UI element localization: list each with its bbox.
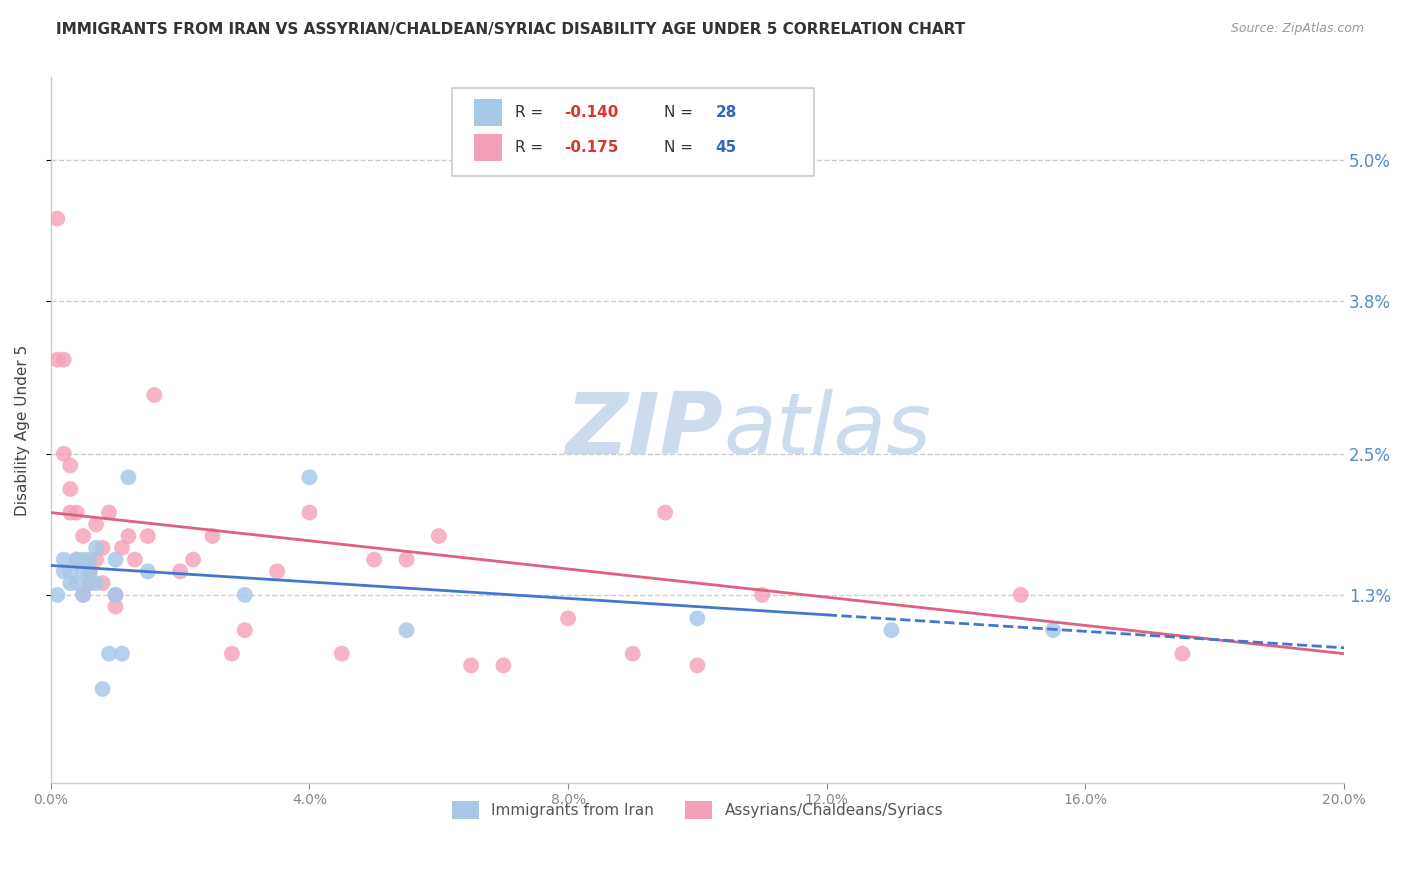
Point [59, 576, 82, 591]
Point [686, 611, 709, 625]
Point [46, 588, 69, 602]
Point [427, 529, 450, 543]
Point [117, 529, 139, 543]
Point [111, 647, 134, 661]
Text: atlas: atlas [723, 389, 931, 472]
Point [395, 552, 418, 566]
Point [52, 352, 75, 367]
Point [492, 658, 515, 673]
Text: 45: 45 [716, 140, 737, 154]
Point [72, 588, 94, 602]
Point [181, 552, 204, 566]
Point [59, 506, 82, 520]
Point [59, 482, 82, 496]
Point [880, 623, 903, 637]
Point [46, 352, 69, 367]
Point [233, 588, 256, 602]
Point [59, 565, 82, 579]
Point [91, 681, 114, 696]
Point [72, 529, 94, 543]
Point [66, 552, 89, 566]
Point [79, 552, 101, 566]
Point [654, 506, 676, 520]
FancyBboxPatch shape [474, 134, 502, 161]
Point [79, 576, 101, 591]
Point [52, 447, 75, 461]
Point [363, 552, 385, 566]
Point [221, 647, 243, 661]
Point [233, 623, 256, 637]
Point [1171, 647, 1194, 661]
Text: IMMIGRANTS FROM IRAN VS ASSYRIAN/CHALDEAN/SYRIAC DISABILITY AGE UNDER 5 CORRELAT: IMMIGRANTS FROM IRAN VS ASSYRIAN/CHALDEA… [56, 22, 966, 37]
Point [621, 647, 644, 661]
Point [98, 647, 121, 661]
Point [66, 576, 89, 591]
Text: 28: 28 [716, 104, 737, 120]
Text: N =: N = [664, 104, 697, 120]
Point [686, 658, 709, 673]
Point [117, 470, 139, 484]
Point [79, 576, 101, 591]
Point [298, 506, 321, 520]
Point [84, 576, 107, 591]
Point [201, 529, 224, 543]
Point [143, 388, 166, 402]
FancyBboxPatch shape [474, 99, 502, 126]
Point [46, 211, 69, 226]
Point [91, 541, 114, 555]
Point [104, 588, 127, 602]
Point [395, 623, 418, 637]
Point [66, 506, 89, 520]
Text: R =: R = [515, 140, 548, 154]
Point [124, 552, 146, 566]
Text: N =: N = [664, 140, 697, 154]
Point [91, 576, 114, 591]
Point [169, 565, 191, 579]
Point [104, 599, 127, 614]
Text: -0.140: -0.140 [564, 104, 619, 120]
Point [1010, 588, 1032, 602]
Legend: Immigrants from Iran, Assyrians/Chaldeans/Syriacs: Immigrants from Iran, Assyrians/Chaldean… [446, 795, 949, 825]
Point [79, 565, 101, 579]
Point [136, 565, 159, 579]
Y-axis label: Disability Age Under 5: Disability Age Under 5 [15, 344, 30, 516]
Point [52, 565, 75, 579]
Point [460, 658, 482, 673]
Point [84, 541, 107, 555]
Point [104, 552, 127, 566]
Point [72, 565, 94, 579]
Point [59, 458, 82, 473]
Point [79, 565, 101, 579]
Point [72, 552, 94, 566]
Text: Source: ZipAtlas.com: Source: ZipAtlas.com [1230, 22, 1364, 36]
Point [330, 647, 353, 661]
Text: ZIP: ZIP [565, 389, 723, 472]
Point [52, 552, 75, 566]
Point [136, 529, 159, 543]
Point [266, 565, 288, 579]
Point [1042, 623, 1064, 637]
Point [298, 470, 321, 484]
Point [557, 611, 579, 625]
Point [98, 506, 121, 520]
Point [751, 588, 773, 602]
FancyBboxPatch shape [451, 88, 814, 177]
Text: R =: R = [515, 104, 548, 120]
Text: -0.175: -0.175 [564, 140, 619, 154]
Point [111, 541, 134, 555]
Point [84, 552, 107, 566]
Point [72, 588, 94, 602]
Point [66, 552, 89, 566]
Point [104, 588, 127, 602]
Point [84, 517, 107, 532]
